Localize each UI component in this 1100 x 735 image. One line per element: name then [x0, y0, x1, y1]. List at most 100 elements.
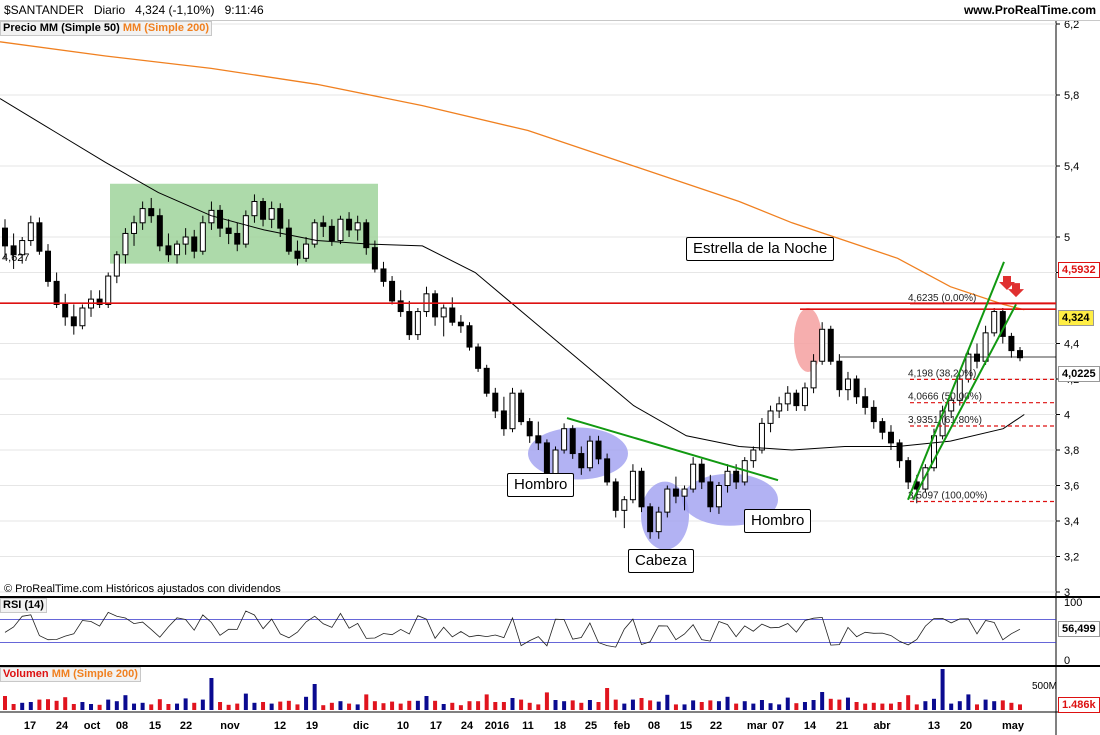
volume-bar — [940, 669, 945, 710]
volume-panel-labels: Volumen MM (Simple 200) — [0, 667, 141, 682]
volume-bar — [854, 702, 859, 710]
volume-label[interactable]: Volumen — [3, 668, 49, 680]
volume-bar — [329, 702, 334, 710]
volume-bar — [957, 701, 962, 710]
right-shoulder-label: Hombro — [744, 509, 812, 533]
evening-star-label: Estrella de la Noche — [686, 237, 835, 261]
volume-bar — [11, 704, 16, 710]
volume-bar — [734, 703, 739, 710]
neckline-trendline — [566, 417, 779, 482]
date-tick-label: 20 — [960, 720, 972, 732]
volume-bar — [1009, 702, 1014, 710]
volume-bar — [390, 701, 395, 710]
date-tick-label: 15 — [149, 720, 161, 732]
candle-body — [595, 440, 602, 460]
candle-body — [767, 410, 774, 424]
sma200-label[interactable]: MM (Simple 200) — [122, 22, 210, 34]
volume-ma-label[interactable]: MM (Simple 200) — [51, 668, 138, 680]
rsi-tick-label: 0 — [1064, 655, 1070, 667]
candle-body — [268, 208, 275, 220]
volume-bar — [811, 700, 816, 710]
volume-bar — [364, 694, 369, 710]
volume-bar — [519, 699, 524, 710]
candle-body — [509, 392, 516, 430]
candle-body — [122, 232, 129, 256]
volume-bar — [510, 698, 515, 710]
candle-body — [105, 275, 112, 305]
date-tick-label: 10 — [397, 720, 409, 732]
candle-body — [561, 428, 568, 451]
volume-bar — [992, 701, 997, 710]
volume-tick-label: 500M — [1032, 681, 1057, 692]
candle-body — [2, 227, 8, 247]
sma50-label[interactable]: MM (Simple 50) — [39, 22, 120, 34]
candle-body — [870, 406, 877, 423]
candle-body — [543, 442, 550, 478]
candle-body — [939, 410, 946, 437]
candle-body — [629, 470, 636, 501]
volume-bar — [226, 704, 231, 710]
candle-body — [113, 254, 120, 277]
volume-bar — [716, 701, 721, 710]
volume-bar — [1000, 700, 1005, 710]
date-tick-label: 14 — [804, 720, 817, 732]
volume-bar — [906, 695, 911, 710]
sma200-line — [0, 41, 1025, 311]
price-label[interactable]: Precio — [3, 22, 37, 34]
volume-bar — [553, 700, 558, 710]
volume-bar — [845, 697, 850, 710]
volume-bar — [106, 699, 111, 710]
candle-body — [466, 325, 473, 348]
volume-bar — [175, 703, 180, 710]
candle-body — [647, 506, 654, 533]
date-tick-label: dic — [353, 720, 369, 732]
candle-body — [225, 227, 232, 234]
date-tick-label: nov — [220, 720, 240, 732]
candle-body — [363, 222, 370, 249]
volume-bar — [3, 696, 7, 710]
candle-body — [672, 488, 679, 497]
candle-body — [449, 307, 456, 323]
volume-bar — [691, 700, 696, 710]
left-level-label: 4,627 — [2, 252, 30, 264]
quote-label: 4,324 (-1,10%) — [135, 3, 215, 17]
volume-bar — [441, 704, 446, 710]
volume-bar — [501, 702, 506, 710]
candle-body — [853, 378, 860, 398]
volume-bar — [372, 701, 377, 710]
candle-body — [406, 311, 413, 336]
site-label[interactable]: www.ProRealTime.com — [963, 3, 1096, 17]
volume-bar — [261, 702, 266, 710]
volume-bar — [415, 700, 420, 710]
volume-bar — [785, 697, 790, 710]
volume-bar — [914, 704, 919, 710]
price-tick-label: 3,8 — [1064, 445, 1079, 457]
rsi-panel-bg — [0, 598, 1056, 664]
candle-body — [53, 280, 60, 305]
candle-body — [10, 245, 17, 256]
price-tick-label: 3,2 — [1064, 552, 1079, 564]
volume-bar — [562, 701, 567, 710]
period-label: Diario — [93, 3, 126, 17]
rsi-label[interactable]: RSI (14) — [3, 599, 44, 611]
candle-body — [311, 222, 318, 245]
volume-bar — [484, 694, 489, 710]
candle-body — [19, 240, 26, 256]
volume-bar — [639, 698, 644, 710]
candle-body — [294, 250, 301, 259]
candle-body — [698, 463, 705, 483]
candle-body — [776, 403, 783, 412]
price-tick-label: 6,2 — [1064, 19, 1079, 31]
candle-body — [887, 431, 894, 444]
volume-bar — [304, 696, 309, 710]
volume-bar — [493, 702, 498, 710]
candle-body — [905, 460, 912, 483]
candle-body — [518, 392, 525, 423]
volume-value-tag: 1.486k — [1058, 697, 1100, 713]
candle-body — [346, 218, 353, 231]
candle-body — [991, 311, 998, 334]
candle-body — [354, 222, 361, 231]
candle-body — [535, 435, 542, 444]
date-tick-label: 18 — [554, 720, 566, 732]
